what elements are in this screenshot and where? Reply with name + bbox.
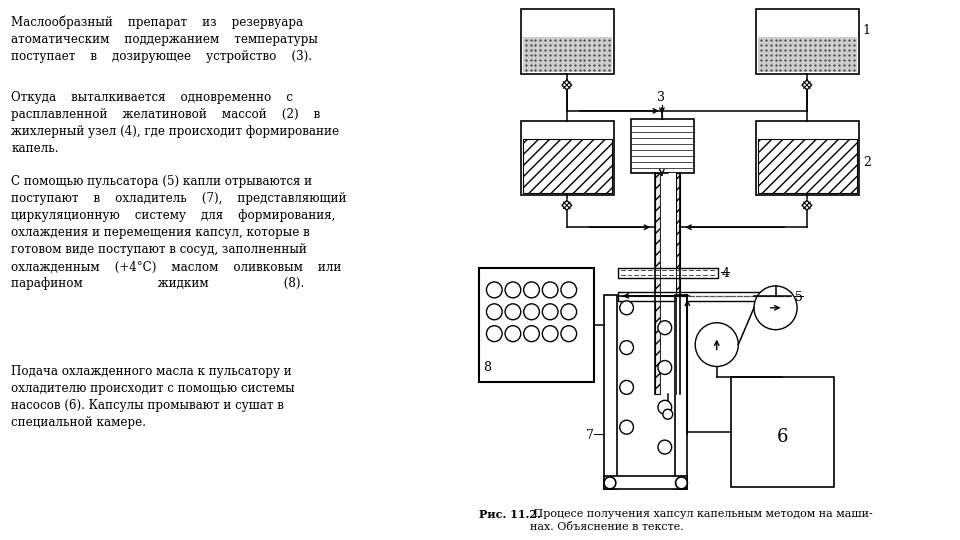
Circle shape — [487, 304, 502, 320]
Text: 5: 5 — [795, 291, 803, 304]
Circle shape — [487, 326, 502, 342]
Text: 6: 6 — [777, 428, 788, 446]
Circle shape — [658, 440, 672, 454]
Circle shape — [604, 477, 615, 489]
Circle shape — [561, 282, 577, 298]
Text: 8: 8 — [484, 361, 492, 374]
Circle shape — [620, 341, 634, 355]
Circle shape — [542, 326, 558, 342]
Circle shape — [505, 282, 520, 298]
Text: Процесе получения хапсул капельным методом на маши-
нах. Объяснение в тексте.: Процесе получения хапсул капельным метод… — [530, 509, 873, 531]
Bar — [655, 173, 660, 394]
Bar — [604, 476, 687, 489]
Circle shape — [658, 361, 672, 374]
Bar — [618, 292, 791, 301]
Bar — [757, 37, 857, 72]
Text: 2: 2 — [863, 156, 871, 168]
Circle shape — [542, 282, 558, 298]
Bar — [732, 377, 834, 487]
Text: Рис. 11.2.: Рис. 11.2. — [479, 509, 540, 520]
Circle shape — [620, 380, 634, 394]
Text: 7: 7 — [587, 429, 594, 442]
Polygon shape — [802, 80, 812, 90]
Bar — [756, 9, 859, 74]
Bar — [676, 173, 681, 394]
Bar — [520, 121, 613, 195]
Bar — [631, 119, 694, 173]
Circle shape — [620, 301, 634, 315]
Bar — [660, 173, 676, 394]
Polygon shape — [562, 80, 572, 90]
Text: 1: 1 — [863, 24, 871, 37]
Polygon shape — [562, 200, 572, 210]
Text: Маслообразный    препарат    из    резервуара
атоматическим    поддержанием    т: Маслообразный препарат из резервуара ато… — [12, 15, 318, 63]
Circle shape — [561, 304, 577, 320]
Circle shape — [524, 326, 540, 342]
Circle shape — [754, 286, 797, 330]
Bar — [604, 295, 616, 489]
Circle shape — [561, 326, 577, 342]
Text: Подача охлажденного масла к пульсатору и
охладителю происходит с помощью системы: Подача охлажденного масла к пульсатору и… — [12, 364, 295, 429]
Circle shape — [676, 477, 687, 489]
Text: 4: 4 — [722, 267, 730, 280]
Polygon shape — [802, 200, 812, 210]
Bar — [756, 121, 859, 195]
Circle shape — [524, 304, 540, 320]
Bar — [479, 268, 594, 382]
Bar — [522, 37, 612, 72]
Circle shape — [524, 282, 540, 298]
Bar — [618, 268, 718, 278]
Circle shape — [505, 304, 520, 320]
Circle shape — [695, 323, 738, 367]
Circle shape — [658, 400, 672, 414]
Bar — [675, 295, 687, 489]
Circle shape — [662, 409, 673, 419]
Bar — [757, 139, 857, 193]
Circle shape — [505, 326, 520, 342]
Circle shape — [620, 420, 634, 434]
Text: С помощью пульсатора (5) капли отрываются и
поступают    в    охладитель    (7),: С помощью пульсатора (5) капли отрываютс… — [12, 176, 347, 291]
Bar — [520, 9, 613, 74]
Text: Откуда    выталкивается    одновременно    с
расплавленной    желатиновой    мас: Откуда выталкивается одновременно с расп… — [12, 91, 339, 155]
Circle shape — [658, 321, 672, 335]
Circle shape — [487, 282, 502, 298]
Circle shape — [542, 304, 558, 320]
Bar — [522, 139, 612, 193]
Text: 3: 3 — [657, 91, 665, 104]
